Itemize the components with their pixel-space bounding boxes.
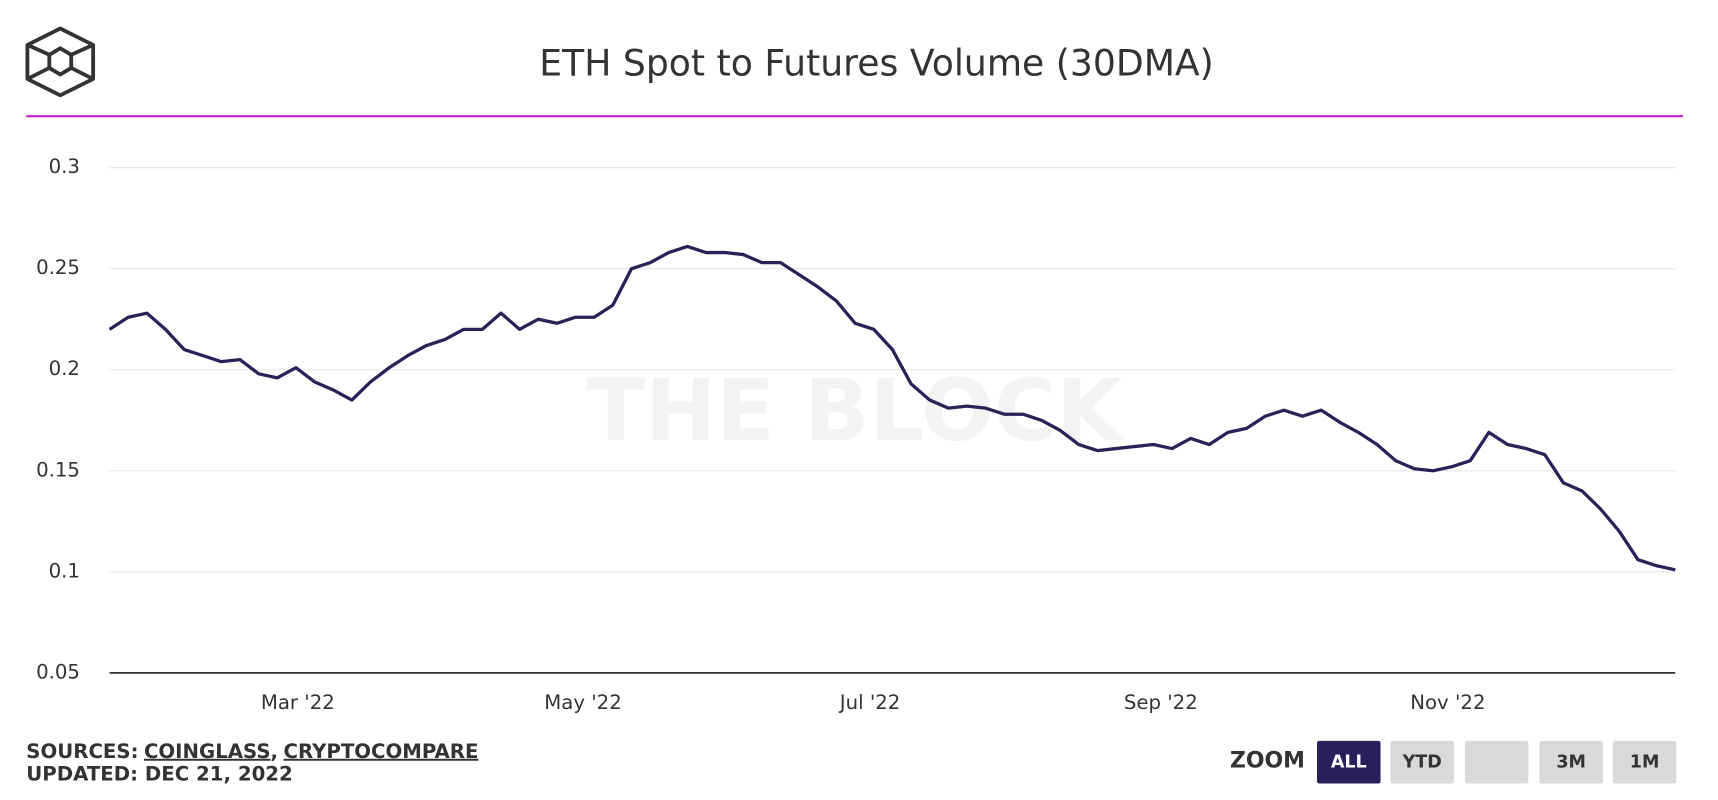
separator: ,: [271, 739, 278, 762]
x-tick-label: May '22: [544, 691, 622, 714]
button-label: 3M: [1556, 753, 1586, 773]
chart-title: ETH Spot to Futures Volume (30DMA): [539, 42, 1213, 85]
sources-label: SOURCES:: [26, 739, 138, 762]
button-bg: [1612, 740, 1677, 784]
zoom-label: ZOOM: [1230, 749, 1305, 774]
zoom-button[interactable]: YTD: [1390, 740, 1454, 784]
x-tick-label: Jul '22: [838, 691, 901, 714]
y-tick-label: 0.25: [36, 256, 80, 279]
updated: UPDATED: DEC 21, 2022: [26, 762, 292, 785]
y-tick-label: 0.15: [36, 458, 80, 481]
button-label: YTD: [1402, 753, 1442, 773]
x-tick-label: Mar '22: [261, 691, 335, 714]
logo: [25, 26, 96, 98]
button-bg: [1539, 740, 1603, 784]
y-tick-label: 0.2: [49, 357, 80, 380]
source-link[interactable]: COINGLASS: [144, 739, 271, 762]
button-bg: [1390, 740, 1454, 784]
zoom-button[interactable]: ALL: [1316, 740, 1381, 784]
zoom-button[interactable]: 3M: [1539, 740, 1603, 784]
x-tick-label: Sep '22: [1124, 691, 1198, 714]
line: [108, 244, 1676, 572]
zoom-button[interactable]: 1M: [1612, 740, 1677, 784]
y-tick-label: 0.05: [36, 660, 80, 683]
watermark: THE BLOCK: [587, 362, 1126, 461]
button-label: ALL: [1331, 753, 1367, 773]
y-tick-label: 0.1: [49, 559, 80, 582]
zoom-button[interactable]: [1464, 740, 1529, 784]
source-link[interactable]: CRYPTOCOMPARE: [284, 739, 479, 762]
button-bg: [1316, 740, 1381, 784]
button-bg: [1464, 740, 1529, 784]
sources: SOURCES: COINGLASS, CRYPTOCOMPARE: [26, 739, 478, 762]
y-tick-label: 0.3: [49, 155, 80, 178]
button-label: 1M: [1630, 753, 1660, 773]
x-tick-label: Nov '22: [1410, 691, 1485, 714]
